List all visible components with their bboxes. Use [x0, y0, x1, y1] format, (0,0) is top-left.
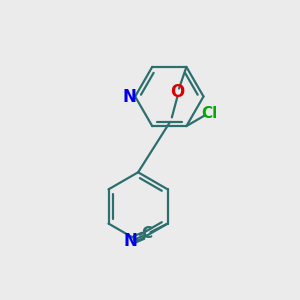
Text: N: N — [124, 232, 137, 250]
Text: N: N — [123, 88, 137, 106]
Text: Cl: Cl — [202, 106, 218, 121]
Text: O: O — [170, 83, 184, 101]
Text: C: C — [141, 226, 152, 242]
